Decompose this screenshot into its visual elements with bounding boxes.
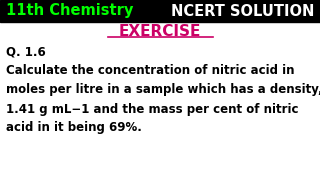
Text: 11th Chemistry: 11th Chemistry (6, 3, 133, 19)
Text: 1.41 g mL−1 and the mass per cent of nitric: 1.41 g mL−1 and the mass per cent of nit… (6, 102, 299, 116)
Text: EXERCISE: EXERCISE (119, 24, 201, 39)
Text: NCERT SOLUTION: NCERT SOLUTION (171, 3, 314, 19)
Text: Q. 1.6: Q. 1.6 (6, 46, 46, 58)
Text: acid in it being 69%.: acid in it being 69%. (6, 122, 142, 134)
Text: moles per litre in a sample which has a density,: moles per litre in a sample which has a … (6, 84, 320, 96)
Bar (0, 0, 320, 22)
Text: Calculate the concentration of nitric acid in: Calculate the concentration of nitric ac… (6, 64, 294, 78)
